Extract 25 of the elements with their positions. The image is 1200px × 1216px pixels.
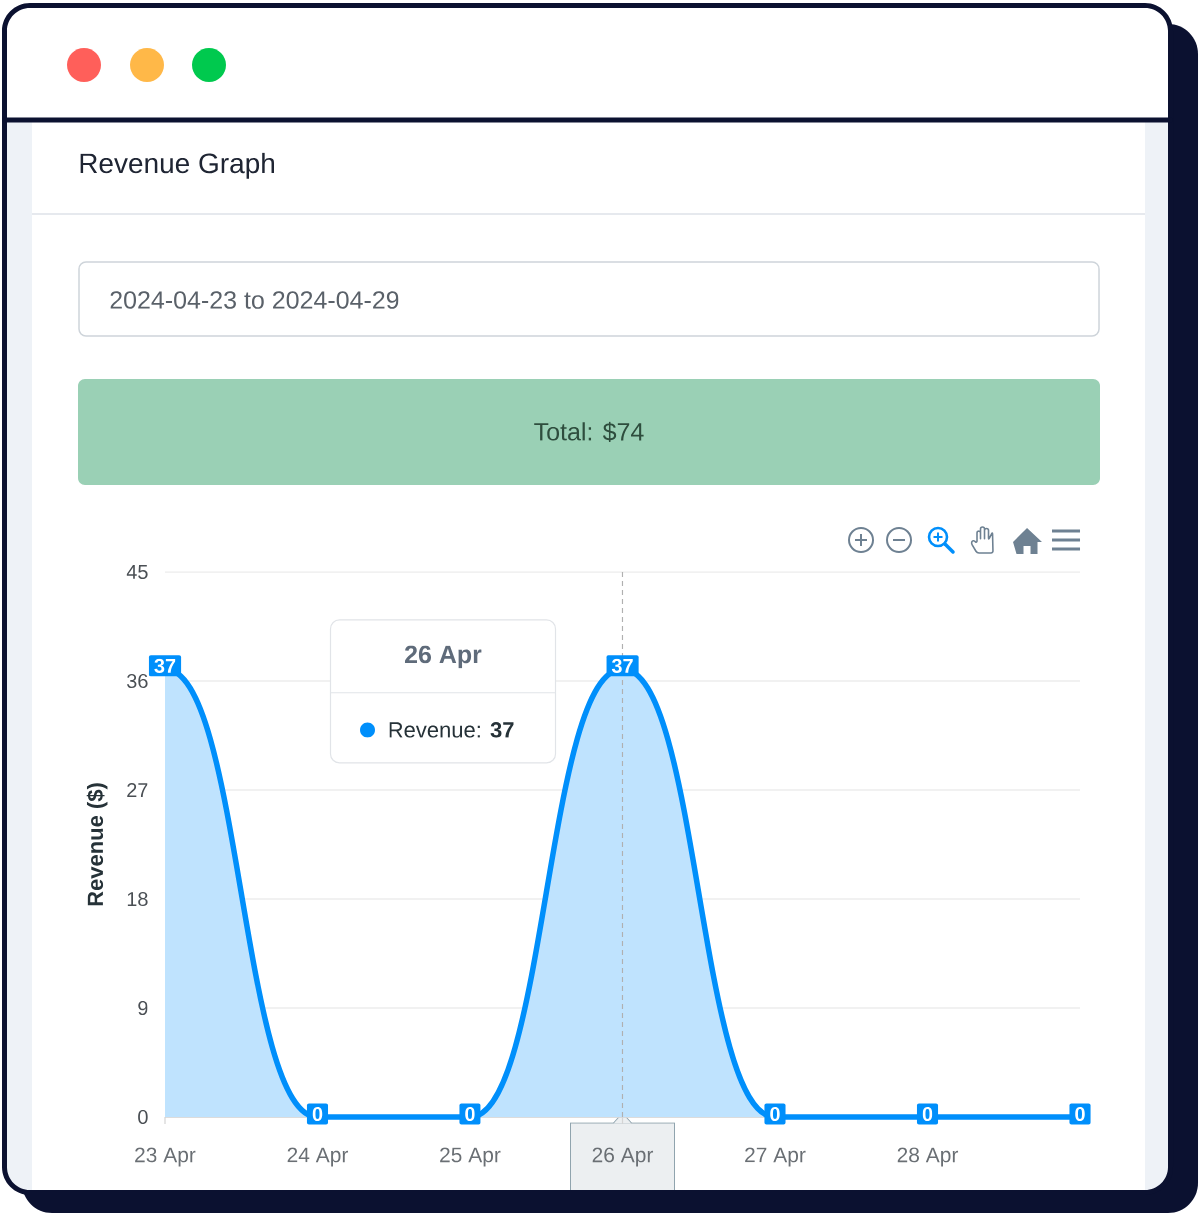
y-axis-title: Revenue ($)	[86, 783, 108, 906]
y-tick-label: 18	[127, 891, 148, 907]
text: Total: $74	[534, 421, 644, 443]
chart-subtitle: 2024-04-23 to 2024-04-29	[110, 291, 399, 309]
data-label: 37	[611, 658, 633, 673]
y-tick-label: 45	[126, 565, 148, 579]
x-tick-label: 28 Apr	[897, 1147, 959, 1167]
x-tick-label: 24 Apr	[287, 1147, 349, 1167]
annotation: 26 Apr	[404, 645, 482, 669]
x-tick-label: 25 Apr	[440, 1147, 501, 1167]
data-label: 0	[922, 1106, 933, 1122]
x-tick-label: 23 Apr	[135, 1147, 196, 1167]
data-label: 37	[154, 658, 176, 673]
data-label: 0	[770, 1106, 780, 1122]
chart-title: Revenue Graph	[80, 152, 275, 179]
y-tick-label: 36	[126, 673, 148, 689]
data-label: 0	[312, 1106, 323, 1122]
x-tick-label: 27 Apr	[745, 1147, 806, 1167]
y-tick-label: 9	[138, 1000, 148, 1016]
y-tick-label: 0	[138, 1109, 148, 1125]
y-tick-label: 27	[127, 783, 148, 797]
x-tick-label: 26 Apr	[592, 1147, 654, 1167]
data-label: 0	[465, 1106, 475, 1122]
annotation: Revenue: 37	[389, 722, 514, 738]
data-label: 0	[1075, 1106, 1085, 1122]
